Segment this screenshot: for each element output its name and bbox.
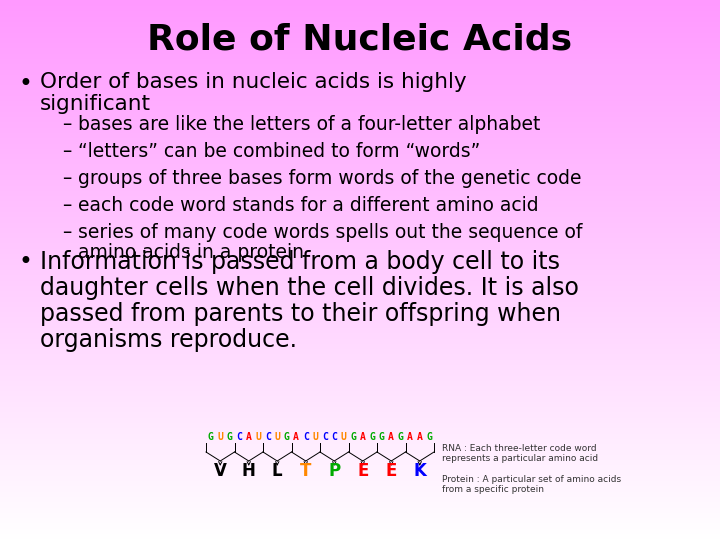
- Text: T: T: [300, 462, 312, 480]
- Text: K: K: [413, 462, 426, 480]
- Text: G: G: [398, 432, 404, 442]
- Text: U: U: [341, 432, 347, 442]
- Text: U: U: [274, 432, 280, 442]
- Text: –: –: [62, 142, 71, 161]
- Text: bases are like the letters of a four-letter alphabet: bases are like the letters of a four-let…: [78, 115, 541, 134]
- Text: amino acids in a protein: amino acids in a protein: [78, 243, 304, 262]
- Text: “letters” can be combined to form “words”: “letters” can be combined to form “words…: [78, 142, 480, 161]
- Text: V: V: [214, 462, 227, 480]
- Text: G: G: [227, 432, 233, 442]
- Text: E: E: [357, 462, 369, 480]
- Text: daughter cells when the cell divides. It is also: daughter cells when the cell divides. It…: [40, 276, 579, 300]
- Text: Role of Nucleic Acids: Role of Nucleic Acids: [148, 22, 572, 56]
- Text: G: G: [369, 432, 375, 442]
- Text: RNA : Each three-letter code word: RNA : Each three-letter code word: [442, 444, 597, 453]
- Text: U: U: [217, 432, 223, 442]
- Text: each code word stands for a different amino acid: each code word stands for a different am…: [78, 196, 539, 215]
- Text: E: E: [386, 462, 397, 480]
- Text: H: H: [242, 462, 256, 480]
- Text: passed from parents to their offspring when: passed from parents to their offspring w…: [40, 302, 561, 326]
- Text: A: A: [417, 432, 423, 442]
- Text: C: C: [303, 432, 309, 442]
- Text: P: P: [328, 462, 341, 480]
- Text: Order of bases in nucleic acids is highly: Order of bases in nucleic acids is highl…: [40, 72, 467, 92]
- Text: A: A: [360, 432, 366, 442]
- Text: U: U: [256, 432, 261, 442]
- Text: –: –: [62, 196, 71, 215]
- Text: G: G: [208, 432, 214, 442]
- Text: Information is passed from a body cell to its: Information is passed from a body cell t…: [40, 250, 560, 274]
- Text: •: •: [18, 72, 32, 96]
- Text: Protein : A particular set of amino acids: Protein : A particular set of amino acid…: [442, 475, 621, 484]
- Text: C: C: [331, 432, 337, 442]
- Text: groups of three bases form words of the genetic code: groups of three bases form words of the …: [78, 169, 582, 188]
- Text: G: G: [284, 432, 289, 442]
- Text: C: C: [265, 432, 271, 442]
- Text: L: L: [272, 462, 282, 480]
- Text: from a specific protein: from a specific protein: [442, 485, 544, 494]
- Text: G: G: [351, 432, 356, 442]
- Text: significant: significant: [40, 94, 151, 114]
- Text: A: A: [408, 432, 413, 442]
- Text: –: –: [62, 115, 71, 134]
- Text: series of many code words spells out the sequence of: series of many code words spells out the…: [78, 223, 582, 242]
- Text: G: G: [426, 432, 432, 442]
- Text: C: C: [322, 432, 328, 442]
- Text: A: A: [388, 432, 394, 442]
- Text: A: A: [246, 432, 252, 442]
- Text: G: G: [379, 432, 384, 442]
- Text: organisms reproduce.: organisms reproduce.: [40, 328, 297, 352]
- Text: represents a particular amino acid: represents a particular amino acid: [442, 454, 598, 463]
- Text: A: A: [293, 432, 300, 442]
- Text: –: –: [62, 169, 71, 188]
- Text: •: •: [18, 250, 32, 274]
- Text: U: U: [312, 432, 318, 442]
- Text: –: –: [62, 223, 71, 242]
- Text: C: C: [236, 432, 242, 442]
